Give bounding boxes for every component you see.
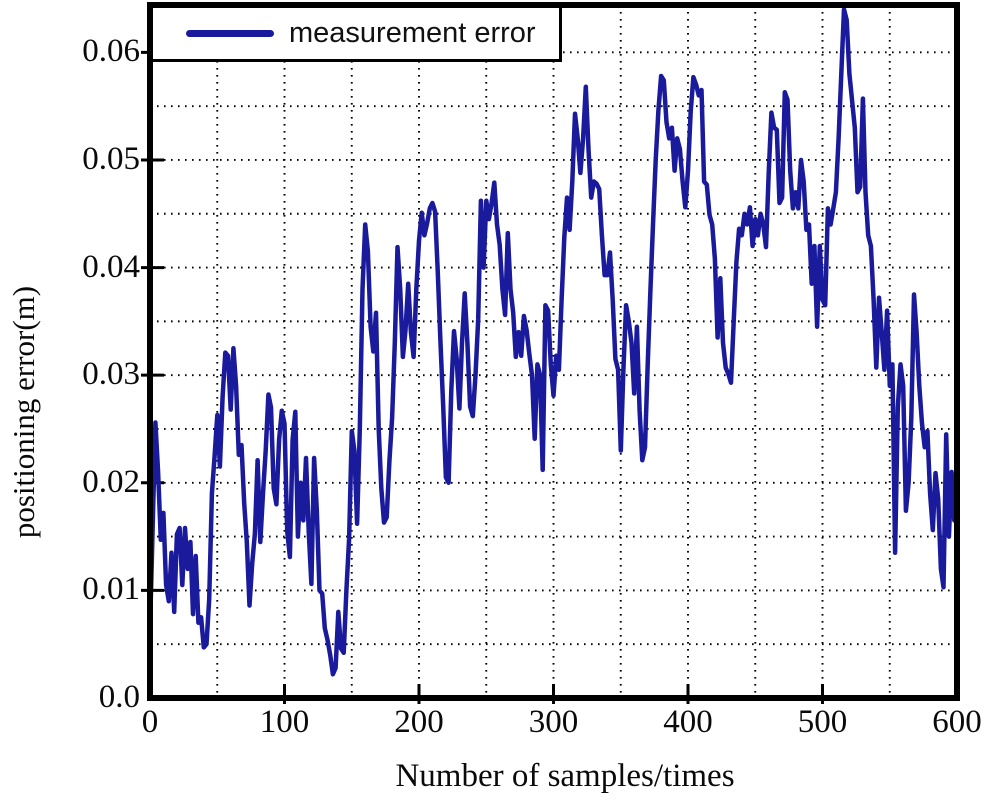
x-tick-label: 0: [141, 704, 159, 740]
x-axis-label: Number of samples/times: [395, 758, 735, 794]
x-tick-label: 300: [528, 704, 579, 740]
y-tick-label: 0.05: [82, 140, 140, 177]
legend: measurement error: [150, 5, 562, 62]
measurement-error-line: [147, 7, 960, 677]
x-tick-label: 200: [394, 704, 444, 740]
y-tick-label: 0.02: [82, 463, 140, 500]
y-tick-label: 0.06: [82, 33, 140, 70]
x-tick-label: 600: [932, 704, 982, 740]
y-axis-label: positioning error(m): [6, 285, 41, 539]
legend-line-swatch: [186, 30, 274, 37]
chart-canvas: [141, 2, 960, 704]
x-tick-label: 500: [797, 704, 848, 740]
legend-label: measurement error: [289, 17, 536, 49]
y-tick-label: 0.0: [98, 679, 140, 715]
x-tick-label: 400: [663, 704, 713, 740]
y-tick-label: 0.03: [82, 356, 140, 393]
x-tick-label: 100: [259, 704, 310, 740]
y-tick-label: 0.01: [82, 571, 140, 608]
y-tick-label: 0.04: [82, 248, 140, 285]
